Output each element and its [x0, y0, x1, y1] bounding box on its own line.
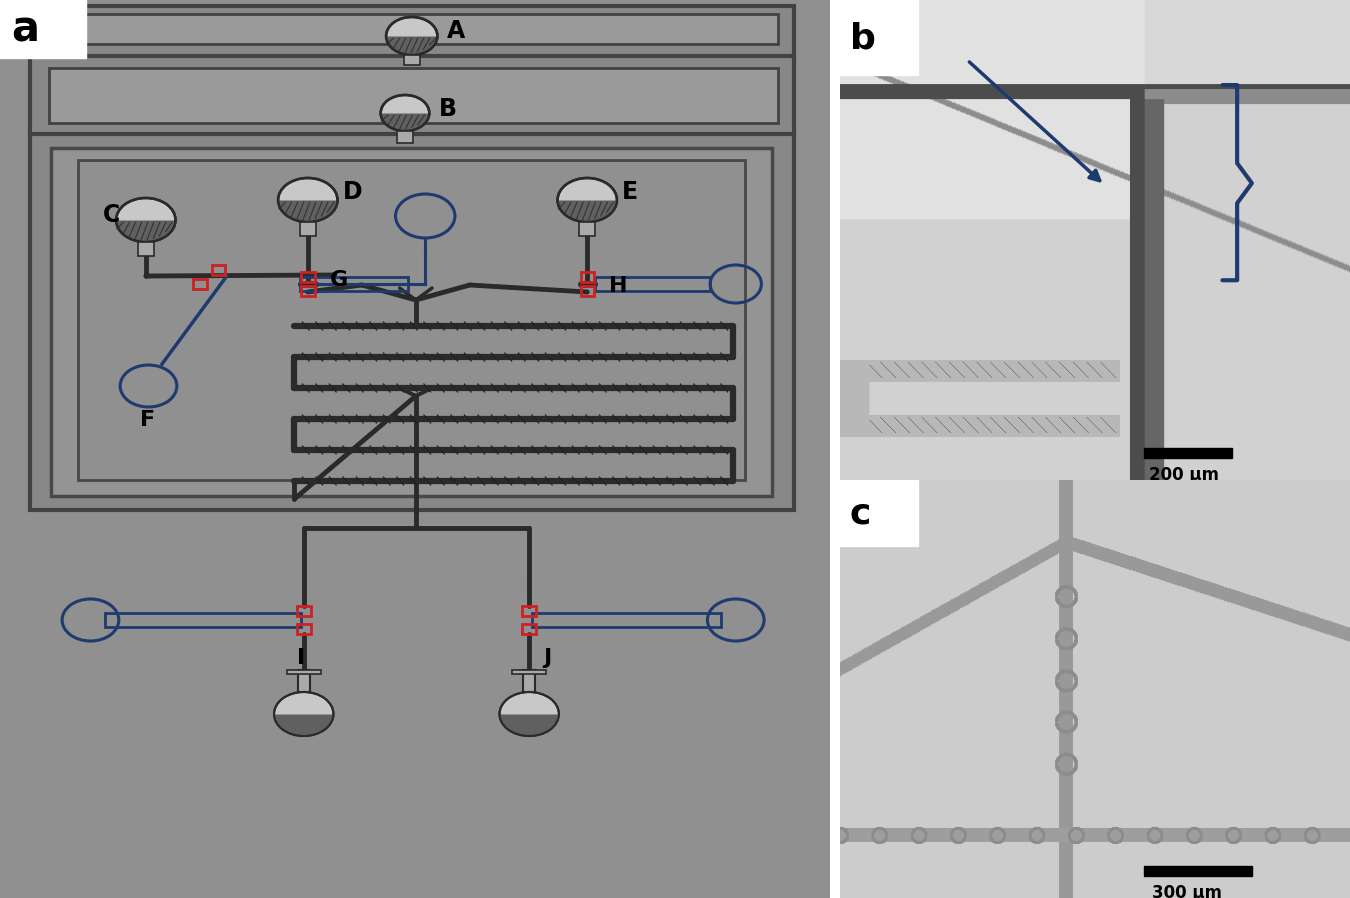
- Bar: [297, 670, 309, 692]
- Bar: [193, 279, 207, 289]
- Bar: [300, 277, 408, 291]
- Bar: [286, 670, 321, 674]
- Bar: [840, 0, 918, 75]
- Bar: [580, 272, 594, 282]
- Text: c: c: [849, 497, 871, 531]
- Circle shape: [278, 178, 338, 222]
- Bar: [1143, 866, 1251, 876]
- Bar: [297, 624, 310, 634]
- Bar: [78, 160, 745, 480]
- Circle shape: [558, 178, 617, 222]
- Text: I: I: [297, 648, 305, 668]
- Bar: [30, 134, 794, 510]
- Text: 200 μm: 200 μm: [1149, 466, 1219, 484]
- Text: H: H: [609, 276, 628, 296]
- Bar: [51, 148, 772, 496]
- Text: D: D: [343, 180, 363, 204]
- Circle shape: [500, 692, 559, 736]
- Text: C: C: [103, 203, 120, 227]
- Bar: [840, 480, 918, 545]
- Bar: [522, 606, 536, 616]
- Bar: [49, 68, 778, 123]
- Bar: [30, 56, 794, 136]
- Bar: [512, 670, 547, 674]
- Bar: [212, 265, 225, 275]
- Bar: [579, 222, 595, 236]
- Bar: [105, 613, 301, 627]
- Text: a: a: [11, 8, 39, 50]
- Bar: [397, 131, 413, 143]
- Bar: [301, 286, 315, 296]
- Bar: [49, 14, 778, 44]
- Text: A: A: [447, 19, 466, 43]
- Bar: [1143, 448, 1233, 458]
- Circle shape: [386, 17, 437, 55]
- Bar: [532, 613, 721, 627]
- Bar: [522, 670, 535, 692]
- Text: G: G: [329, 270, 348, 290]
- Text: 300 μm: 300 μm: [1152, 884, 1222, 898]
- Text: F: F: [140, 410, 155, 430]
- Bar: [404, 55, 420, 65]
- Text: b: b: [849, 21, 875, 55]
- Circle shape: [274, 692, 333, 736]
- Bar: [297, 606, 310, 616]
- Text: J: J: [543, 648, 551, 668]
- Bar: [30, 6, 794, 58]
- Bar: [595, 277, 710, 291]
- Bar: [300, 222, 316, 236]
- Bar: [522, 624, 536, 634]
- Circle shape: [381, 95, 429, 131]
- Text: B: B: [439, 97, 456, 121]
- Bar: [138, 242, 154, 256]
- Bar: [0, 0, 86, 58]
- Text: E: E: [622, 180, 639, 204]
- Circle shape: [116, 198, 176, 242]
- Bar: [301, 272, 315, 282]
- Bar: [580, 286, 594, 296]
